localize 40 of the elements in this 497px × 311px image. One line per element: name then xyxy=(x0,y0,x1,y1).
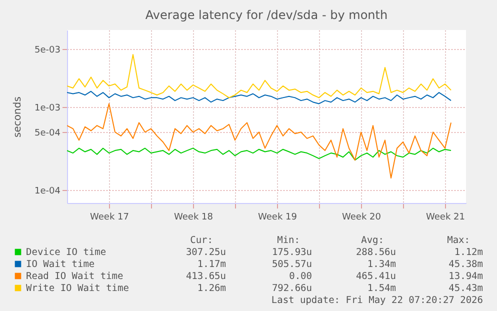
y-tick-label: 5e-03 xyxy=(34,46,60,56)
text: 45.43m xyxy=(448,283,484,294)
x-tick-label: Week 19 xyxy=(258,212,298,222)
text: 13.94m xyxy=(448,271,484,282)
text: 465.41u xyxy=(356,271,396,282)
line-series xyxy=(67,90,452,104)
text: Avg: xyxy=(361,235,384,246)
text: 1.12m xyxy=(454,247,484,258)
text: Max: xyxy=(447,235,470,246)
line-series xyxy=(67,54,452,98)
line-series xyxy=(67,103,452,179)
text: 307.25u xyxy=(186,247,226,258)
text: 413.65u xyxy=(186,271,226,282)
text: 792.66u xyxy=(272,283,312,294)
text: 288.56u xyxy=(356,247,396,258)
text: 505.57u xyxy=(272,259,312,270)
y-tick-label: 1e-04 xyxy=(34,186,61,197)
y-tick-label: 1e-03 xyxy=(34,104,60,114)
chart-title: Average latency for /dev/sda - by month xyxy=(145,8,388,22)
text: Min: xyxy=(277,235,300,246)
text: 1.26m xyxy=(197,283,226,294)
text: 1.17m xyxy=(197,259,226,270)
text: Cur: xyxy=(190,235,213,246)
legend-label: Write IO Wait time xyxy=(26,283,130,294)
line-series xyxy=(67,148,452,161)
y-tick-label: 5e-04 xyxy=(34,128,61,139)
legend-label: IO Wait time xyxy=(26,259,95,270)
text: 0.00 xyxy=(289,271,312,282)
text: 45.38m xyxy=(448,259,484,270)
text: 1.54m xyxy=(367,283,396,294)
x-tick-label: Week 20 xyxy=(342,212,382,222)
text: 175.93u xyxy=(272,247,312,258)
x-tick-label: Week 17 xyxy=(90,212,129,222)
x-tick-label: Week 21 xyxy=(426,212,465,222)
legend-label: Device IO time xyxy=(26,247,106,258)
legend-label: Read IO Wait time xyxy=(26,271,124,282)
y-axis-title: seconds xyxy=(12,96,24,138)
text: Last update: Fri May 22 07:20:27 2026 xyxy=(271,295,484,306)
x-tick-label: Week 18 xyxy=(174,212,214,222)
text: 1.34m xyxy=(367,259,396,270)
